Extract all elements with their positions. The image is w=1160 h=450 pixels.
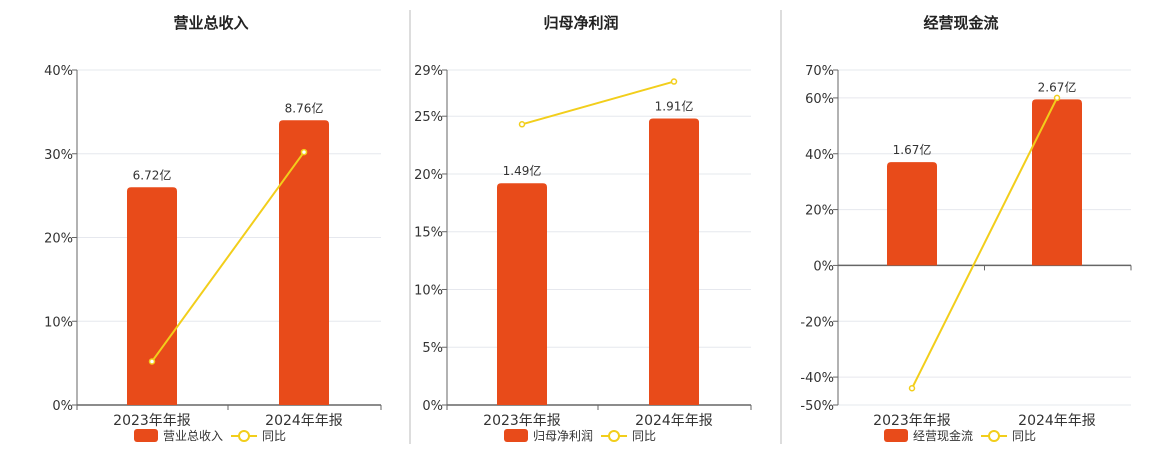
bar-data-label: 8.76亿 bbox=[285, 100, 324, 115]
chart-title: 营业总收入 bbox=[173, 14, 248, 32]
y-tick-label: 0% bbox=[813, 259, 834, 274]
y-tick-label: -50% bbox=[800, 399, 834, 414]
y-tick-label: -20% bbox=[800, 315, 834, 330]
x-category-label: 2024年年报 bbox=[1018, 413, 1096, 429]
y-tick-label: 15% bbox=[414, 226, 443, 241]
y-tick-label: 70% bbox=[805, 64, 834, 79]
legend-bar-label: 营业总收入 bbox=[163, 429, 223, 443]
yoy-line bbox=[151, 151, 305, 363]
y-tick-label: 20% bbox=[805, 204, 834, 219]
chart-panel-1: 营业总收入 0% 10% 20% 30% 40% 6.72亿 8.76亿 2023年年报 2024… bbox=[44, 14, 382, 443]
y-tick-label: 40% bbox=[44, 64, 73, 79]
bar-data-label: 6.72亿 bbox=[133, 167, 172, 182]
legend: 经营现金流 同比 bbox=[884, 428, 1036, 443]
yoy-line bbox=[911, 97, 1058, 389]
x-category-label: 2023年年报 bbox=[483, 413, 561, 429]
y-tick-label: 0% bbox=[422, 399, 443, 414]
y-tick-label: 10% bbox=[414, 283, 443, 298]
bar bbox=[649, 118, 699, 405]
y-tick-label: 29% bbox=[414, 64, 443, 79]
y-tick-label: 25% bbox=[414, 110, 443, 125]
bar-data-label: 1.49亿 bbox=[503, 163, 542, 178]
yoy-point bbox=[1053, 94, 1061, 102]
yoy-point bbox=[908, 385, 916, 392]
legend: 营业总收入 同比 bbox=[134, 429, 286, 443]
yoy-point bbox=[148, 358, 156, 365]
yoy-point bbox=[670, 78, 678, 85]
yoy-point bbox=[300, 148, 308, 156]
legend-line-marker bbox=[238, 430, 251, 442]
x-category-label: 2023年年报 bbox=[873, 413, 951, 429]
chart-panel-2: 归母净利润 0% 5% 10% 15% 20% 25% 29% 1.49亿 1.91亿 2023年年… bbox=[414, 14, 752, 443]
chart-title: 经营现金流 bbox=[923, 14, 998, 32]
y-tick-label: 0% bbox=[52, 399, 73, 414]
bar bbox=[887, 162, 937, 266]
bar bbox=[497, 183, 547, 405]
x-category-label: 2023年年报 bbox=[113, 413, 191, 429]
y-tick-label: 30% bbox=[44, 148, 73, 163]
legend-bar-swatch bbox=[134, 429, 158, 442]
bar bbox=[1032, 99, 1082, 266]
yoy-line bbox=[521, 80, 675, 126]
y-tick-label: 60% bbox=[805, 92, 834, 107]
bar-data-label: 2.67亿 bbox=[1038, 79, 1077, 94]
legend-line-marker bbox=[988, 430, 1001, 442]
bar bbox=[127, 187, 177, 405]
bar bbox=[279, 120, 329, 405]
y-tick-label: 40% bbox=[805, 148, 834, 163]
legend-bar-swatch bbox=[884, 429, 908, 442]
legend-bar-swatch bbox=[504, 429, 528, 442]
chart-panel-3: 经营现金流 -50% -40% -20% 0% 20% 40% 60% 70% 1.67亿 2.67… bbox=[800, 14, 1132, 443]
y-tick-label: 10% bbox=[44, 315, 73, 330]
legend-line-label: 同比 bbox=[632, 429, 656, 443]
legend-line-label: 同比 bbox=[262, 429, 286, 443]
bar-data-label: 1.91亿 bbox=[655, 99, 694, 114]
yoy-point bbox=[518, 121, 526, 128]
x-category-label: 2024年年报 bbox=[265, 413, 343, 429]
legend: 归母净利润 同比 bbox=[504, 429, 656, 443]
chart-title: 归母净利润 bbox=[543, 14, 618, 32]
legend-bar-label: 归母净利润 bbox=[533, 429, 593, 443]
bar-data-label: 1.67亿 bbox=[893, 142, 932, 157]
legend-line-marker bbox=[608, 430, 621, 442]
y-tick-label: 20% bbox=[414, 168, 443, 183]
y-tick-label: 5% bbox=[422, 341, 443, 356]
y-tick-label: 20% bbox=[44, 232, 73, 247]
y-tick-label: -40% bbox=[800, 371, 834, 386]
legend-line-label: 同比 bbox=[1012, 429, 1036, 443]
x-category-label: 2024年年报 bbox=[635, 413, 713, 429]
legend-bar-label: 经营现金流 bbox=[913, 428, 973, 443]
